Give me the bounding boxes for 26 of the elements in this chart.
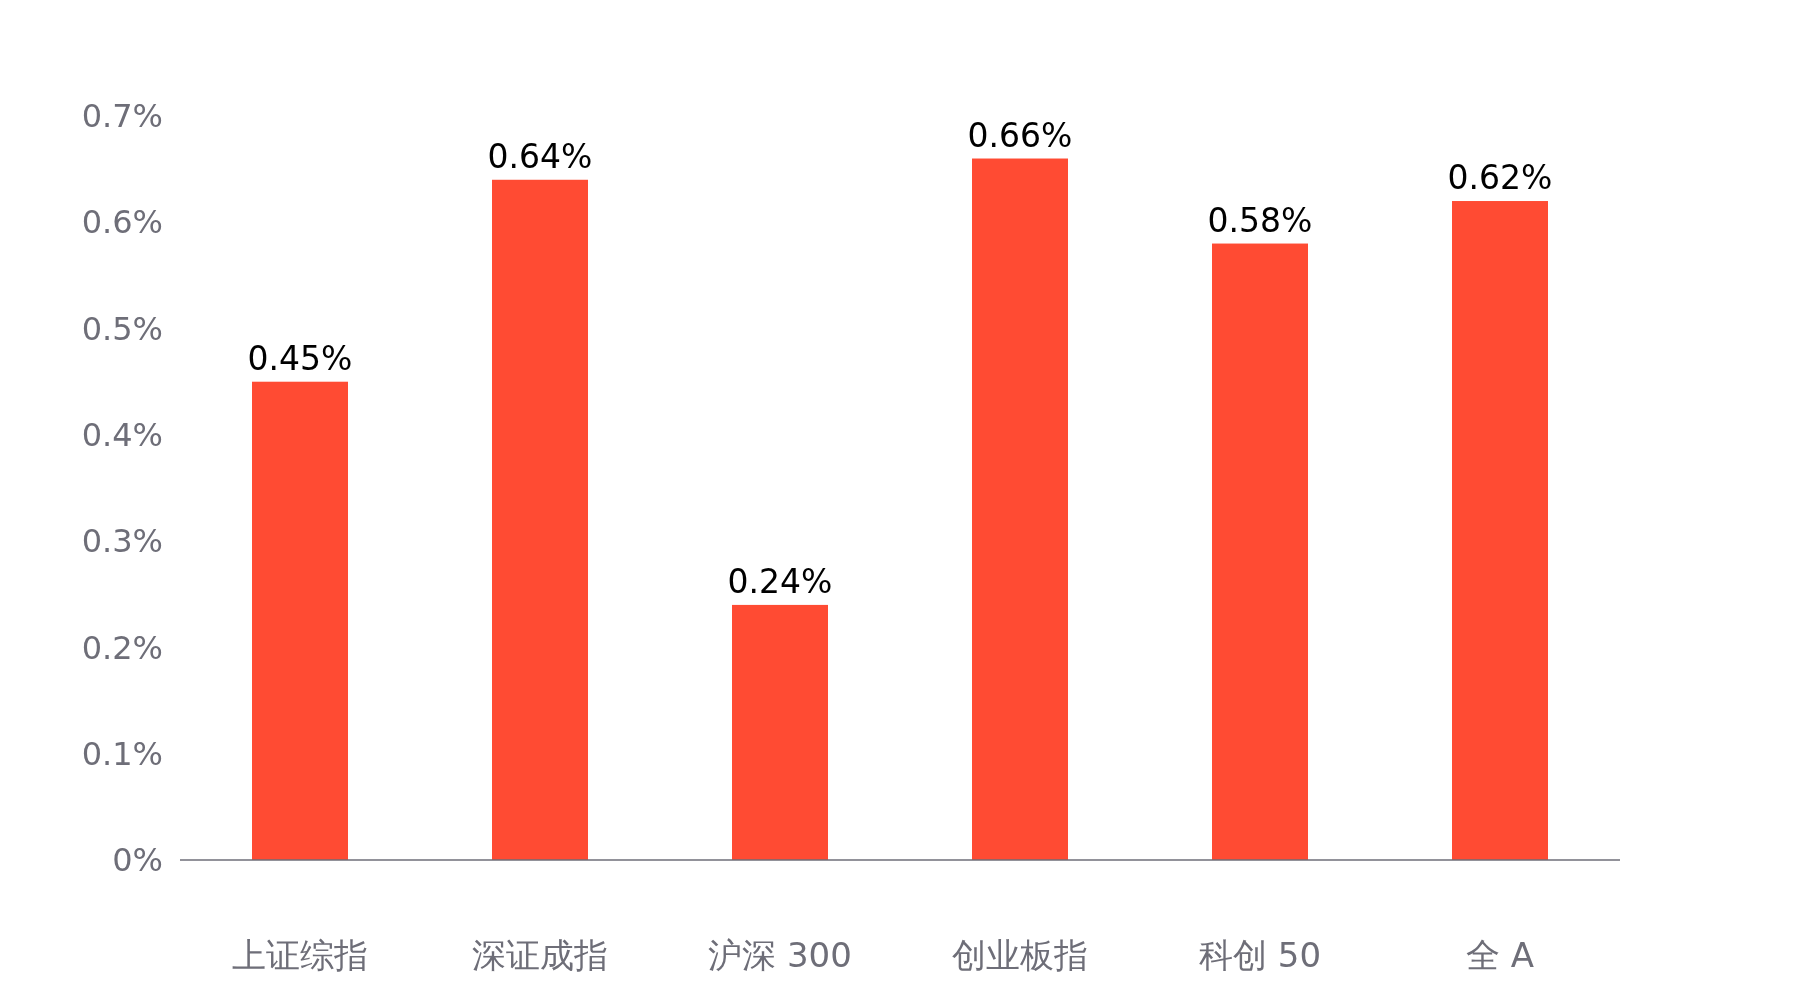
x-tick-label: 上证综指 xyxy=(232,934,368,975)
data-label: 0.64% xyxy=(487,136,593,176)
y-tick-label: 0% xyxy=(112,841,163,880)
data-label: 0.66% xyxy=(967,115,1073,155)
bar xyxy=(972,158,1068,860)
x-tick-label: 科创 50 xyxy=(1198,934,1322,975)
bar xyxy=(252,381,348,860)
bar xyxy=(1452,201,1548,860)
y-tick-label: 0.5% xyxy=(81,309,163,348)
y-tick-label: 0.4% xyxy=(81,416,163,455)
y-tick-label: 0.1% xyxy=(81,734,163,773)
data-label: 0.45% xyxy=(247,338,353,378)
bar xyxy=(1212,243,1308,860)
y-tick-label: 0.2% xyxy=(81,628,163,667)
data-label: 0.24% xyxy=(727,561,833,601)
data-label: 0.62% xyxy=(1447,158,1553,198)
bar xyxy=(492,179,588,860)
x-tick-label: 全 A xyxy=(1465,934,1535,975)
y-tick-label: 0.7% xyxy=(81,97,163,136)
x-tick-label: 创业板指 xyxy=(952,934,1088,975)
bar xyxy=(732,604,828,860)
x-tick-label: 深证成指 xyxy=(472,934,608,975)
y-tick-label: 0.6% xyxy=(81,203,163,242)
data-label: 0.58% xyxy=(1207,200,1313,240)
x-tick-label: 沪深 300 xyxy=(708,934,852,975)
y-tick-label: 0.3% xyxy=(81,522,163,561)
